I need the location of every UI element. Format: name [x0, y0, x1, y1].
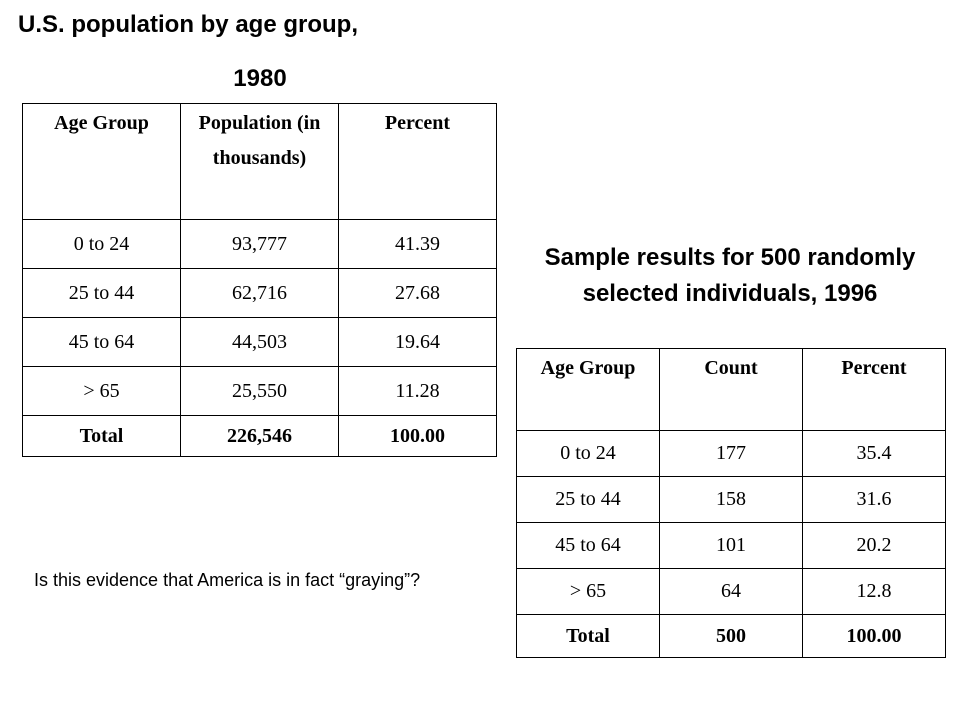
age-group-cell: 45 to 64 — [516, 522, 660, 569]
population-cell: 44,503 — [180, 317, 339, 367]
table-row: 25 to 44 158 31.6 — [516, 476, 946, 523]
header-count: Count — [659, 348, 803, 431]
percent-cell: 41.39 — [338, 219, 497, 269]
header-population: Population (in thousands) — [180, 103, 339, 220]
percent-cell: 12.8 — [802, 568, 946, 615]
age-group-cell: 25 to 44 — [22, 268, 181, 318]
count-cell: 64 — [659, 568, 803, 615]
total-percent-cell: 100.00 — [802, 614, 946, 658]
total-label-cell: Total — [516, 614, 660, 658]
sample-1996-table: Age Group Count Percent 0 to 24 177 35.4… — [516, 348, 946, 658]
table1-title-year: 1980 — [233, 65, 287, 92]
total-label-cell: Total — [22, 415, 181, 457]
table-total-row: Total 226,546 100.00 — [22, 415, 497, 457]
table-row: 45 to 64 101 20.2 — [516, 522, 946, 569]
total-population-cell: 226,546 — [180, 415, 339, 457]
table-row: 45 to 64 44,503 19.64 — [22, 317, 497, 367]
count-cell: 158 — [659, 476, 803, 523]
age-group-cell: > 65 — [22, 366, 181, 416]
total-percent-cell: 100.00 — [338, 415, 497, 457]
count-cell: 101 — [659, 522, 803, 569]
question-text: Is this evidence that America is in fact… — [34, 570, 421, 590]
table-row: 0 to 24 177 35.4 — [516, 430, 946, 477]
table2-title: Sample results for 500 randomly selected… — [544, 244, 916, 307]
table1-title: U.S. population by age group, — [18, 11, 358, 38]
age-group-cell: > 65 — [516, 568, 660, 615]
population-cell: 25,550 — [180, 366, 339, 416]
percent-cell: 11.28 — [338, 366, 497, 416]
percent-cell: 31.6 — [802, 476, 946, 523]
table-header-row: Age Group Count Percent — [516, 348, 946, 431]
age-group-cell: 0 to 24 — [22, 219, 181, 269]
table-row: 0 to 24 93,777 41.39 — [22, 219, 497, 269]
table-row: 25 to 44 62,716 27.68 — [22, 268, 497, 318]
age-group-cell: 25 to 44 — [516, 476, 660, 523]
header-age-group: Age Group — [516, 348, 660, 431]
table-header-row: Age Group Population (in thousands) Perc… — [22, 103, 497, 220]
population-cell: 93,777 — [180, 219, 339, 269]
header-percent: Percent — [802, 348, 946, 431]
total-count-cell: 500 — [659, 614, 803, 658]
population-1980-table: Age Group Population (in thousands) Perc… — [22, 103, 497, 457]
table-row: > 65 64 12.8 — [516, 568, 946, 615]
age-group-cell: 45 to 64 — [22, 317, 181, 367]
table-total-row: Total 500 100.00 — [516, 614, 946, 658]
header-age-group: Age Group — [22, 103, 181, 220]
table-row: > 65 25,550 11.28 — [22, 366, 497, 416]
percent-cell: 35.4 — [802, 430, 946, 477]
count-cell: 177 — [659, 430, 803, 477]
percent-cell: 27.68 — [338, 268, 497, 318]
population-cell: 62,716 — [180, 268, 339, 318]
percent-cell: 19.64 — [338, 317, 497, 367]
age-group-cell: 0 to 24 — [516, 430, 660, 477]
percent-cell: 20.2 — [802, 522, 946, 569]
header-percent: Percent — [338, 103, 497, 220]
